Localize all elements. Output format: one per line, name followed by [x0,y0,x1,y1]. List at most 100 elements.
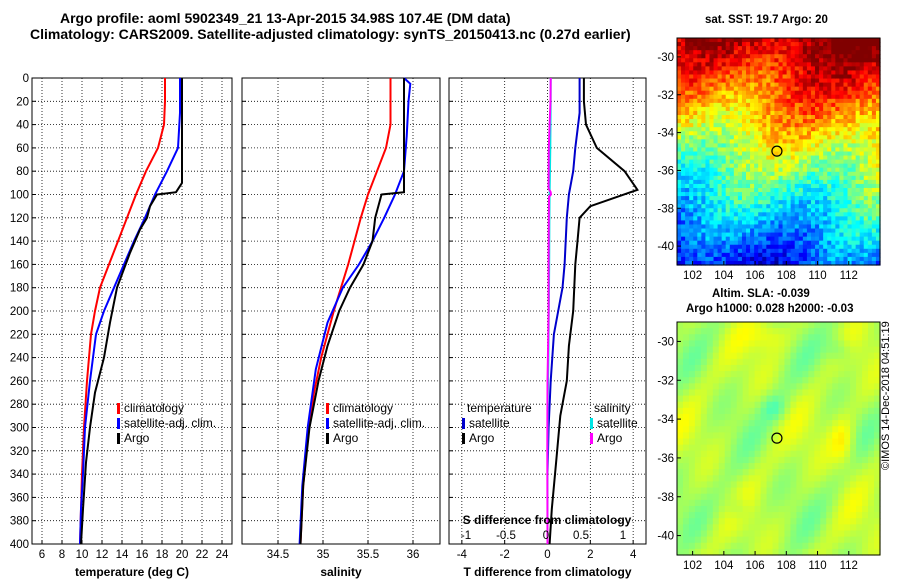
sst-map-cell [725,204,731,209]
sla-map-cell [802,505,809,513]
sst-map-cell [782,196,788,201]
sla-map-cell [856,530,863,538]
sst-map-cell [766,236,771,242]
sst-map-cell [782,208,788,213]
sst-map-cell [790,260,796,266]
sst-map-cell [705,163,711,169]
sst-map-cell [677,82,682,88]
sst-map-cell [729,62,735,67]
sst-map-cell [835,115,840,120]
sst-map-cell [782,163,788,169]
sst-map-cell [685,135,690,140]
sst-map-cell [802,163,808,169]
sst-map-cell [794,98,800,104]
sla-map-cell [766,413,774,421]
sst-map-cell [693,94,698,100]
sst-map-cell [746,244,751,250]
sst-map-cell [770,78,776,84]
sst-map-cell [733,135,739,140]
sst-map-cell [746,62,751,67]
sst-map-cell [758,139,763,144]
sst-map-cell [806,123,812,128]
sla-map-cell [724,407,732,415]
sst-map-cell [729,208,735,213]
sst-map-cell [794,163,800,169]
sla-map-cell [730,456,738,464]
sst-map-cell [689,228,694,234]
sst-map-cell [875,90,881,96]
sst-map-cell [831,187,836,193]
sst-map-cell [713,175,719,181]
sst-map-cell [746,123,751,128]
sla-map-cell [802,530,809,538]
sla-map-cell [784,463,792,470]
sst-map-cell [746,135,751,140]
sla-map-cell [736,505,744,513]
sla-map-cell [694,463,702,470]
sst-map-cell [750,228,755,234]
sla-map-cell [688,493,696,501]
sla-map-cell [688,542,696,550]
sst-map-cell [855,220,861,226]
sla-map-cell [742,518,750,525]
sst-map-cell [810,74,816,80]
sla-map-cell [778,524,786,532]
sla-map-cell [766,518,774,525]
sla-map-cell [712,475,720,483]
sst-map-cell [831,54,836,59]
sst-map-cell [754,260,759,266]
sst-map-cell [681,143,686,149]
sst-map-cell [823,183,828,189]
sst-map-cell [741,208,747,213]
sst-map-cell [741,232,747,238]
sst-map-cell [681,110,686,116]
sst-map-cell [717,147,723,153]
sst-map-cell [827,139,832,144]
sla-map-cell [718,524,726,532]
sla-map-cell [742,389,750,397]
sst-map-cell [685,232,690,238]
sst-map-cell [701,119,707,124]
sst-map-cell [725,127,731,132]
sla-map-cell [724,524,732,532]
sst-map-cell [689,187,694,193]
sla-map-xtick-label: 102 [683,560,702,572]
sst-map-cell [697,62,702,67]
sst-map-cell [859,38,865,43]
sla-map-cell [874,536,881,544]
sst-map-cell [839,228,845,234]
sst-map-cell [770,171,776,177]
sst-map-cell [847,135,853,140]
sla-map-cell [694,407,702,415]
sst-map-cell [729,143,735,149]
sst-map-cell [806,74,812,80]
sst-map-cell [839,179,845,185]
sst-map-cell [782,66,788,72]
sst-map-cell [729,224,735,230]
sla-map-cell [874,358,881,366]
sla-map-cell [677,346,684,354]
sla-map-cell [742,456,750,464]
sla-map-cell [814,518,821,525]
sst-map-cell [774,62,780,67]
sst-map-cell [859,70,865,76]
sst-map-cell [786,224,792,230]
sst-map-cell [754,115,759,120]
sst-map-cell [770,70,776,76]
sst-map-cell [863,187,869,193]
sst-map-cell [721,232,727,238]
sla-map-cell [700,518,708,525]
sla-map-cell [820,512,827,519]
sst-map-cell [847,196,853,201]
sst-map-cell [823,98,828,104]
sst-map-cell [798,94,804,100]
sst-map-cell [831,228,836,234]
sst-map-cell [758,208,763,213]
sst-map-cell [685,200,690,205]
sst-map-cell [810,163,816,169]
sst-map-cell [762,212,767,217]
sla-map-cell [820,346,827,354]
sst-map-cell [685,54,690,59]
sst-map-cell [794,224,800,230]
sla-map-cell [694,371,702,378]
